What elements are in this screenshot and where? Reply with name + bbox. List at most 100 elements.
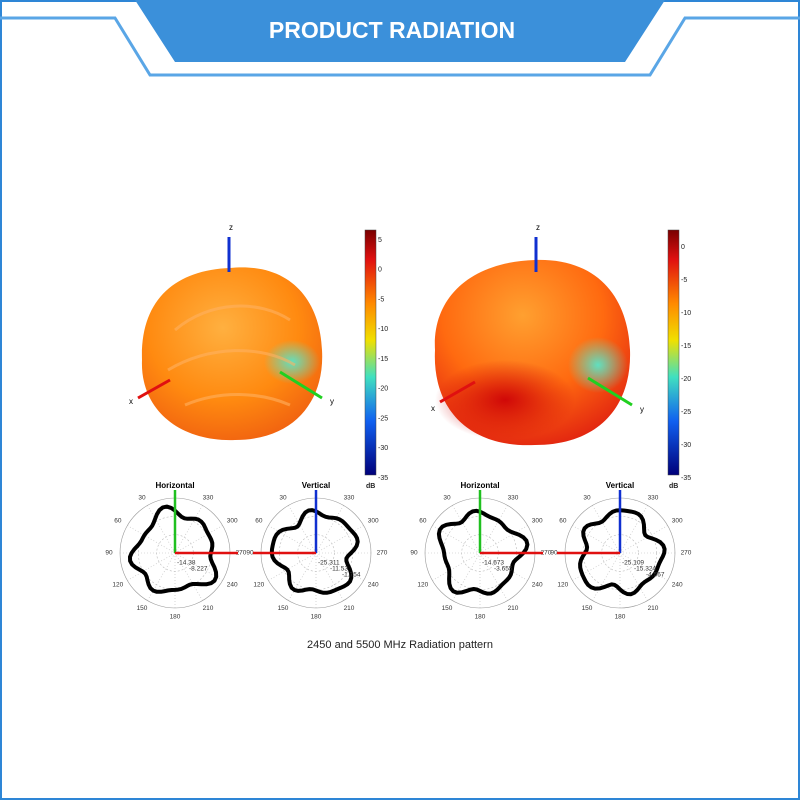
colorbar-label: -20 — [378, 386, 388, 393]
colorbar-label: -5 — [378, 296, 384, 303]
polar-angle-label: 90 — [410, 550, 418, 557]
colorbar-unit: dB — [669, 483, 678, 490]
axis-label: z — [229, 223, 233, 232]
polar-angle-label: 120 — [417, 582, 428, 589]
polar-angle-label: 180 — [170, 614, 181, 621]
polar-angle-label: 330 — [344, 494, 355, 501]
polar-angle-label: 240 — [368, 582, 379, 589]
polar-spoke — [315, 552, 364, 581]
colorbar-label: -15 — [378, 356, 388, 363]
polar-angle-label: 270 — [541, 550, 552, 557]
polar-angle-label: 300 — [672, 518, 683, 525]
colorbar-label: 0 — [378, 267, 382, 274]
polar-angle-label: 90 — [246, 550, 254, 557]
polar-spoke — [572, 525, 621, 554]
header-banner — [135, 0, 665, 62]
polar-readout: -4.567 — [646, 572, 665, 579]
polar-title: Vertical — [302, 481, 330, 490]
axis-label: y — [330, 397, 334, 406]
colorbar — [364, 229, 377, 476]
pattern-3d — [434, 237, 633, 446]
polar-pattern — [578, 508, 667, 597]
polar-angle-label: 30 — [279, 494, 287, 501]
polar-title: Horizontal — [460, 481, 499, 490]
polar-readout: -11.53 — [330, 566, 348, 573]
polar-angle-label: 30 — [443, 494, 451, 501]
header-title: PRODUCT RADIATION — [269, 17, 515, 43]
polar-angle-label: 150 — [137, 605, 148, 612]
polar-spoke — [315, 525, 364, 554]
colorbar-label: -30 — [681, 442, 691, 449]
colorbar-label: -25 — [378, 415, 388, 422]
polar-pattern — [436, 508, 530, 596]
colorbar-unit: dB — [366, 483, 375, 490]
polar-angle-label: 120 — [112, 582, 123, 589]
polar-angle-label: 90 — [550, 550, 558, 557]
polar-spoke — [288, 552, 317, 601]
polar-spoke — [288, 505, 317, 554]
polar-angle-label: 240 — [227, 582, 238, 589]
polar-spoke — [479, 525, 528, 554]
polar-readout: -8.227 — [189, 566, 208, 573]
polar-angle-label: 150 — [278, 605, 289, 612]
polar-angle-label: 300 — [532, 518, 543, 525]
polar-angle-label: 330 — [508, 494, 519, 501]
colorbar-label: 5 — [378, 237, 382, 244]
polar-spoke — [147, 505, 176, 554]
polar-pattern — [269, 508, 360, 595]
polar-spoke — [127, 525, 176, 554]
polar-angle-label: 180 — [311, 614, 322, 621]
polar-angle-label: 180 — [615, 614, 626, 621]
polar-spoke — [432, 552, 481, 581]
polar-spoke — [619, 525, 668, 554]
polar-spoke — [572, 552, 621, 581]
polar-angle-label: 210 — [203, 605, 214, 612]
polar-angle-label: 60 — [255, 518, 263, 525]
polar-angle-label: 210 — [648, 605, 659, 612]
pattern-3d — [137, 237, 323, 441]
axis-label: x — [129, 397, 133, 406]
polar-pattern — [128, 504, 219, 594]
colorbar-label: -35 — [681, 475, 691, 482]
polar-angle-label: 150 — [582, 605, 593, 612]
polar-angle-label: 240 — [532, 582, 543, 589]
polar-angle-label: 270 — [236, 550, 247, 557]
polar-angle-label: 330 — [648, 494, 659, 501]
colorbar-label: -30 — [378, 445, 388, 452]
colorbar-label: -15 — [681, 343, 691, 350]
polar-angle-label: 210 — [344, 605, 355, 612]
colorbar-label: 0 — [681, 244, 685, 251]
polar-readout: -15.324 — [634, 566, 656, 573]
caption: 2450 and 5500 MHz Radiation pattern — [307, 639, 493, 651]
polar-angle-label: 60 — [114, 518, 122, 525]
colorbar-label: -10 — [378, 326, 388, 333]
polar-angle-label: 300 — [368, 518, 379, 525]
polar-readout: -25.109 — [622, 560, 644, 567]
polar-spoke — [592, 552, 621, 601]
polar-angle-label: 30 — [583, 494, 591, 501]
polar-readout: -14.673 — [482, 560, 504, 567]
colorbar-label: -5 — [681, 277, 687, 284]
colorbar-label: -35 — [378, 475, 388, 482]
colorbar-label: -20 — [681, 376, 691, 383]
polar-readout: -3.655 — [494, 566, 513, 573]
polar-spoke — [174, 505, 203, 554]
polar-spoke — [592, 505, 621, 554]
polar-angle-label: 120 — [253, 582, 264, 589]
polar-spoke — [479, 552, 508, 601]
polar-angle-label: 90 — [105, 550, 113, 557]
polar-angle-label: 60 — [419, 518, 427, 525]
axis-label: z — [536, 223, 540, 232]
polar-angle-label: 180 — [475, 614, 486, 621]
polar-angle-label: 120 — [557, 582, 568, 589]
polar-spoke — [147, 552, 176, 601]
axis-label: y — [640, 405, 644, 414]
polar-spoke — [127, 552, 176, 581]
polar-spoke — [619, 505, 648, 554]
colorbar-label: -10 — [681, 310, 691, 317]
polar-spoke — [479, 505, 508, 554]
polar-angle-label: 30 — [138, 494, 146, 501]
polar-angle-label: 150 — [442, 605, 453, 612]
